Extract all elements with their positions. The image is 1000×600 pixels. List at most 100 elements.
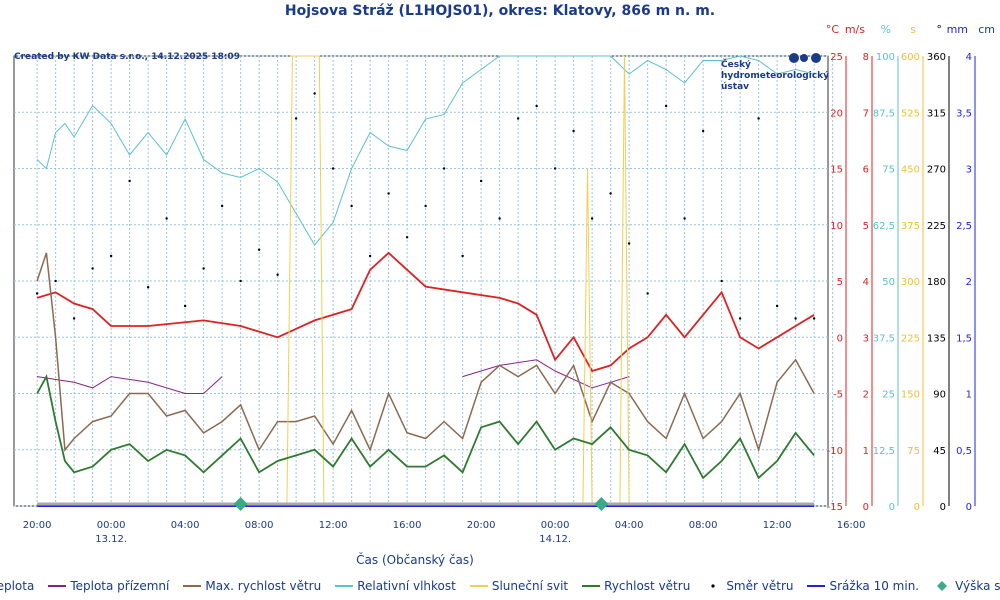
legend-swatch — [335, 585, 354, 587]
wind-dir-point — [257, 248, 261, 251]
y-tick-label: 225 — [927, 221, 946, 232]
legend-label: Výška sněhu — [955, 579, 1000, 593]
y-tick-label: 600 — [901, 52, 920, 63]
legend-label: Rychlost větru — [604, 579, 691, 593]
wind-dir-point — [239, 279, 242, 283]
wind-dir-point — [590, 217, 594, 220]
wind-dir-point — [424, 204, 427, 208]
y-tick-label: 0 — [837, 333, 843, 344]
y-tick-label: 225 — [901, 333, 920, 344]
logo-line-2: hydrometeorologický — [721, 71, 830, 81]
x-tick-label: 00:00 — [541, 520, 570, 531]
wind-dir-point — [442, 167, 446, 170]
chmi-logo-text: Český hydrometeorologický ústav — [721, 60, 831, 93]
wind-dir-point — [35, 292, 39, 295]
x-tick-label: 16:00 — [393, 520, 422, 531]
wind-dir-point — [738, 317, 742, 320]
y-tick-label: 4 — [863, 277, 869, 288]
y-tick-label: 0 — [889, 502, 895, 513]
axis-unit: °C — [826, 23, 840, 36]
y-tick-label: 25 — [882, 390, 895, 401]
wind-dir-point — [72, 317, 76, 320]
logo-line-3: ústav — [721, 82, 750, 92]
legend-label: Teplota přízemní — [70, 579, 170, 593]
axis-unit: mm — [947, 23, 968, 36]
y-tick-label: 12,5 — [873, 446, 895, 457]
y-tick-label: 5 — [837, 277, 843, 288]
y-tick-label: 7 — [863, 108, 869, 119]
wind-dir-point — [498, 217, 501, 220]
y-tick-label: 62,5 — [873, 221, 895, 232]
legend-item: Směr větru — [704, 579, 793, 593]
series-line — [36, 251, 815, 373]
y-tick-label: 2 — [863, 390, 869, 401]
snow-marker — [594, 497, 609, 511]
axis-unit: % — [881, 23, 891, 36]
wind-dir-point — [350, 204, 353, 208]
y-tick-label: 180 — [927, 277, 946, 288]
legend-label: Srážka 10 min. — [829, 579, 920, 593]
y-tick-label: 2,5 — [956, 221, 972, 232]
y-tick-label: 2 — [966, 277, 972, 288]
legend-swatch — [582, 585, 601, 587]
snow-marker — [233, 497, 248, 511]
y-tick-label: 87,5 — [873, 108, 895, 119]
wind-dir-point — [609, 192, 612, 195]
wind-dir-point — [535, 104, 538, 108]
legend-item: Výška sněhu — [933, 579, 1000, 593]
y-tick-label: 37,5 — [873, 333, 895, 344]
legend-item: Relativní vlhkost — [335, 579, 456, 593]
y-tick-label: 300 — [901, 277, 920, 288]
y-tick-label: 4 — [966, 52, 972, 63]
x-tick-label: 08:00 — [245, 520, 274, 531]
wind-dir-point — [109, 254, 113, 258]
series-line — [36, 55, 815, 246]
wind-dir-point — [128, 179, 131, 183]
x-date-label: 13.12. — [95, 534, 127, 545]
series-line — [37, 55, 685, 507]
legend-label: Relativní vlhkost — [357, 579, 456, 593]
wind-dir-point — [701, 129, 705, 133]
y-tick-label: 1 — [863, 446, 869, 457]
y-tick-label: 6 — [863, 165, 869, 176]
wind-dir-point — [183, 304, 187, 308]
y-tick-label: -10 — [827, 446, 843, 457]
wind-dir-point — [276, 273, 279, 276]
legend-swatch — [48, 585, 67, 587]
legend-label: Max. rychlost větru — [205, 579, 322, 593]
wind-dir-point — [812, 317, 816, 320]
wind-dir-point — [387, 192, 390, 195]
chart-title: Hojsova Stráž (L1HOJS01), okres: Klatovy… — [284, 3, 716, 19]
y-tick-label: -5 — [833, 390, 843, 401]
x-axis-label: Čas (Občanský čas) — [356, 553, 474, 567]
wind-dir-point — [479, 179, 483, 183]
legend-item: Teplota přízemní — [48, 579, 169, 593]
x-tick-label: 20:00 — [23, 520, 52, 531]
wind-dir-point — [757, 117, 760, 120]
y-tick-label: 270 — [927, 165, 946, 176]
legend: Teplota Teplota přízemní Max. rychlost vět… — [0, 579, 1000, 593]
legend-item: Rychlost větru — [582, 579, 690, 593]
y-tick-label: 75 — [907, 446, 920, 457]
wind-dir-point — [775, 304, 779, 308]
wind-dir-point — [720, 279, 723, 283]
y-tick-label: 1,5 — [956, 333, 972, 344]
wind-dir-point — [294, 117, 298, 120]
y-tick-label: 0 — [914, 502, 920, 513]
wind-dir-point — [664, 104, 668, 108]
y-tick-label: 45 — [933, 446, 946, 457]
axis-unit: s — [910, 23, 916, 36]
series-line — [36, 252, 815, 453]
wind-dir-point — [553, 167, 557, 170]
chmi-logo-icon — [789, 53, 821, 63]
y-tick-label: 90 — [933, 390, 946, 401]
y-tick-label: 360 — [927, 52, 946, 63]
wind-dir-point — [313, 92, 316, 95]
x-tick-label: 12:00 — [319, 520, 348, 531]
legend-label: Teplota — [0, 579, 35, 593]
legend-item: Sluneční svit — [469, 579, 568, 593]
y-tick-label: 25 — [830, 52, 843, 63]
x-tick-label: 16:00 — [837, 520, 866, 531]
plot-area — [13, 55, 829, 507]
y-tick-label: 0 — [966, 502, 972, 513]
